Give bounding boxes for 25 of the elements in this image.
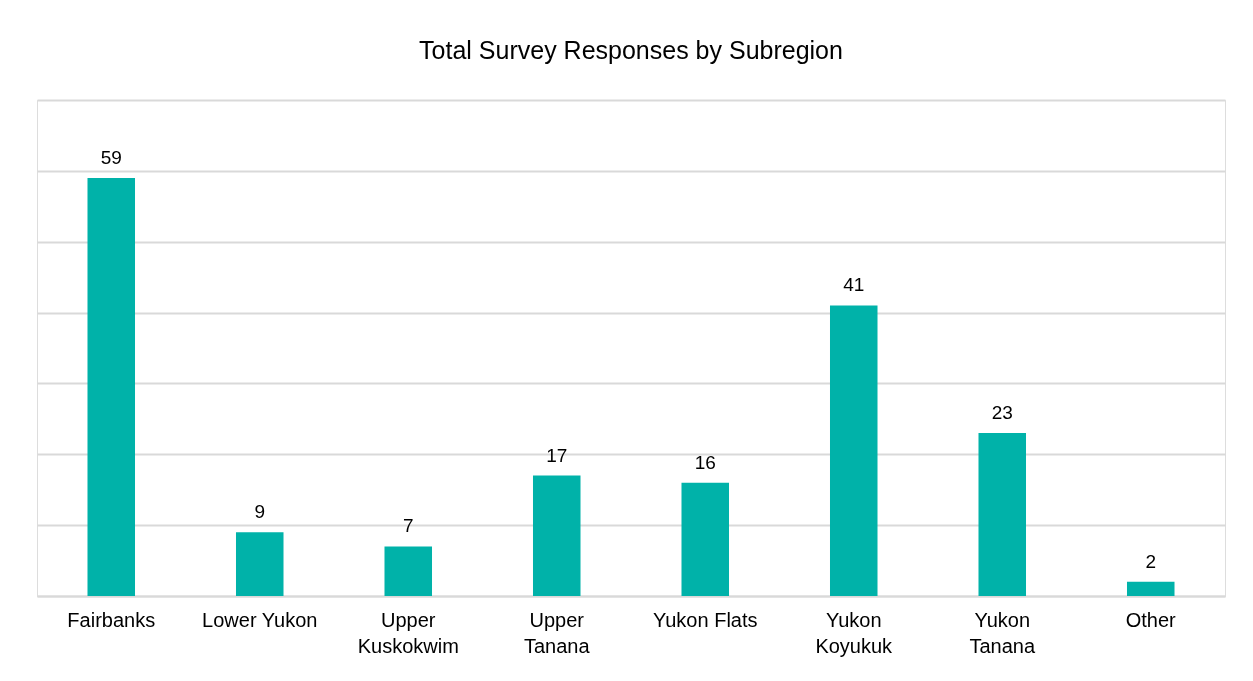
x-tick-label: Yukon Flats	[652, 608, 758, 631]
data-label: 17	[546, 444, 568, 466]
bar	[532, 475, 581, 596]
data-label: 16	[694, 451, 716, 473]
x-tick-label: Yukon Koyukuk	[815, 608, 894, 657]
data-label: 59	[100, 146, 122, 168]
bar	[681, 482, 730, 596]
bar	[384, 546, 433, 596]
bar	[829, 305, 878, 596]
x-tick-label: Fairbanks	[67, 608, 156, 631]
x-tick-label: Upper Kuskokwim	[357, 608, 459, 657]
x-tick-label: Lower Yukon	[202, 608, 318, 631]
bar	[1126, 581, 1175, 596]
chart-title: Total Survey Responses by Subregion	[419, 36, 843, 64]
x-tick-label: Other	[1125, 608, 1177, 631]
data-label: 2	[1145, 550, 1157, 572]
bar	[87, 177, 136, 596]
data-label: 41	[843, 274, 865, 296]
bar	[978, 433, 1027, 596]
bar	[235, 532, 284, 596]
x-tick-label: Upper Tanana	[523, 608, 591, 657]
data-label: 23	[991, 402, 1013, 424]
data-label: 7	[402, 515, 414, 537]
x-tick-label: Yukon Tanana	[969, 608, 1036, 657]
data-label: 9	[254, 501, 266, 523]
